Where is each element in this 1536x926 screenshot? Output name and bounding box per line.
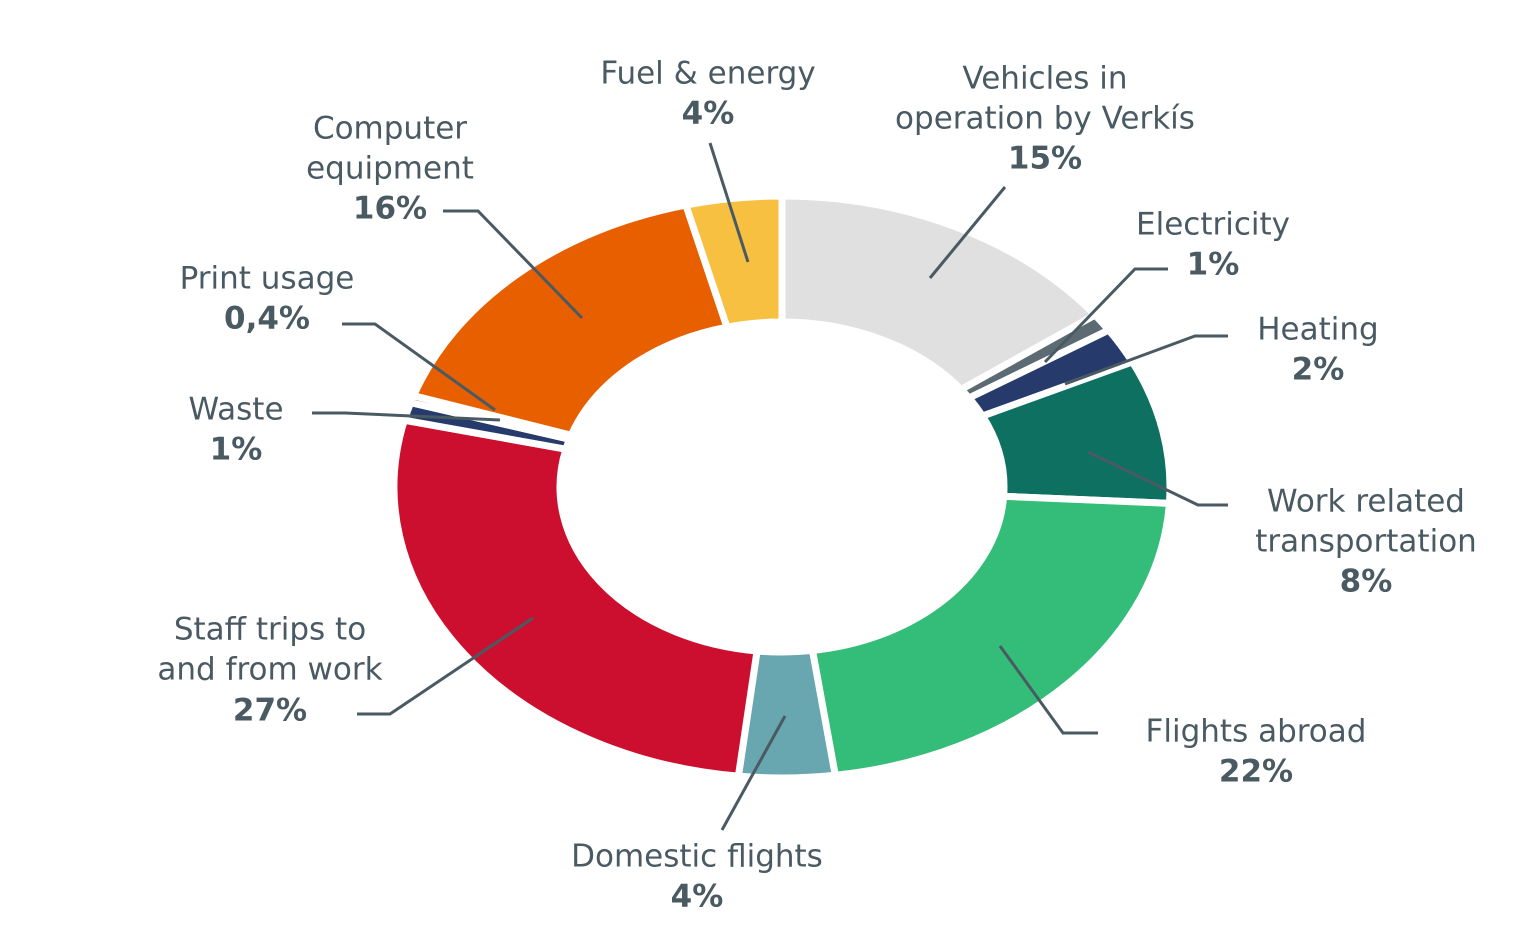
leader-line-6 bbox=[357, 616, 534, 716]
slice-value-label-5: 4% bbox=[671, 879, 724, 915]
leader-line-7 bbox=[312, 411, 501, 422]
slice-label-0: operation by Verkís bbox=[895, 101, 1195, 137]
slice-label-5: Domestic flights bbox=[571, 839, 823, 875]
slice-value-label-0: 15% bbox=[1008, 141, 1082, 177]
donut-slices bbox=[390, 192, 1174, 782]
leader-line-0 bbox=[928, 186, 1007, 279]
slice-value-label-6: 27% bbox=[233, 693, 307, 729]
slice-label-3: Work related bbox=[1267, 484, 1465, 520]
slice-label-1: Electricity bbox=[1136, 207, 1290, 243]
slice-value-label-8: 0,4% bbox=[224, 301, 310, 337]
slice-label-6: Staff trips to bbox=[174, 612, 366, 648]
leader-line-5 bbox=[720, 715, 787, 831]
slice-label-7: Waste bbox=[188, 392, 283, 428]
slice-value-label-7: 1% bbox=[210, 432, 263, 468]
slice-label-6: and from work bbox=[157, 652, 382, 688]
slice-label-0: Vehicles in bbox=[962, 61, 1127, 97]
slice-labels: Vehicles in operation by Verkís 15% Electri… bbox=[157, 56, 1476, 915]
slice-label-3: transportation bbox=[1255, 524, 1477, 560]
slice-value-label-2: 2% bbox=[1292, 352, 1345, 388]
slice-label-10: Fuel & energy bbox=[600, 56, 815, 92]
leader-line-9 bbox=[443, 209, 584, 320]
slice-10 bbox=[681, 192, 786, 332]
slice-4 bbox=[808, 492, 1174, 780]
leader-lines bbox=[312, 142, 1228, 831]
slice-9 bbox=[408, 201, 732, 440]
slice-0 bbox=[778, 192, 1101, 394]
slice-value-label-4: 22% bbox=[1219, 754, 1293, 790]
slice-value-label-9: 16% bbox=[353, 191, 427, 227]
slice-label-9: equipment bbox=[306, 151, 474, 187]
slice-value-label-1: 1% bbox=[1187, 247, 1240, 283]
leader-line-2 bbox=[1064, 334, 1228, 386]
slice-value-label-10: 4% bbox=[682, 96, 735, 132]
slice-label-9: Computer bbox=[313, 111, 467, 147]
leader-line-10 bbox=[708, 142, 750, 263]
slice-value-label-3: 8% bbox=[1340, 564, 1393, 600]
slice-label-8: Print usage bbox=[180, 261, 355, 297]
slice-label-2: Heating bbox=[1257, 312, 1378, 348]
slice-6 bbox=[390, 416, 762, 780]
slice-label-4: Flights abroad bbox=[1146, 714, 1367, 750]
leader-line-4 bbox=[998, 645, 1098, 735]
leader-line-8 bbox=[342, 322, 496, 412]
leader-line-1 bbox=[1043, 267, 1168, 364]
leader-line-3 bbox=[1087, 450, 1228, 507]
